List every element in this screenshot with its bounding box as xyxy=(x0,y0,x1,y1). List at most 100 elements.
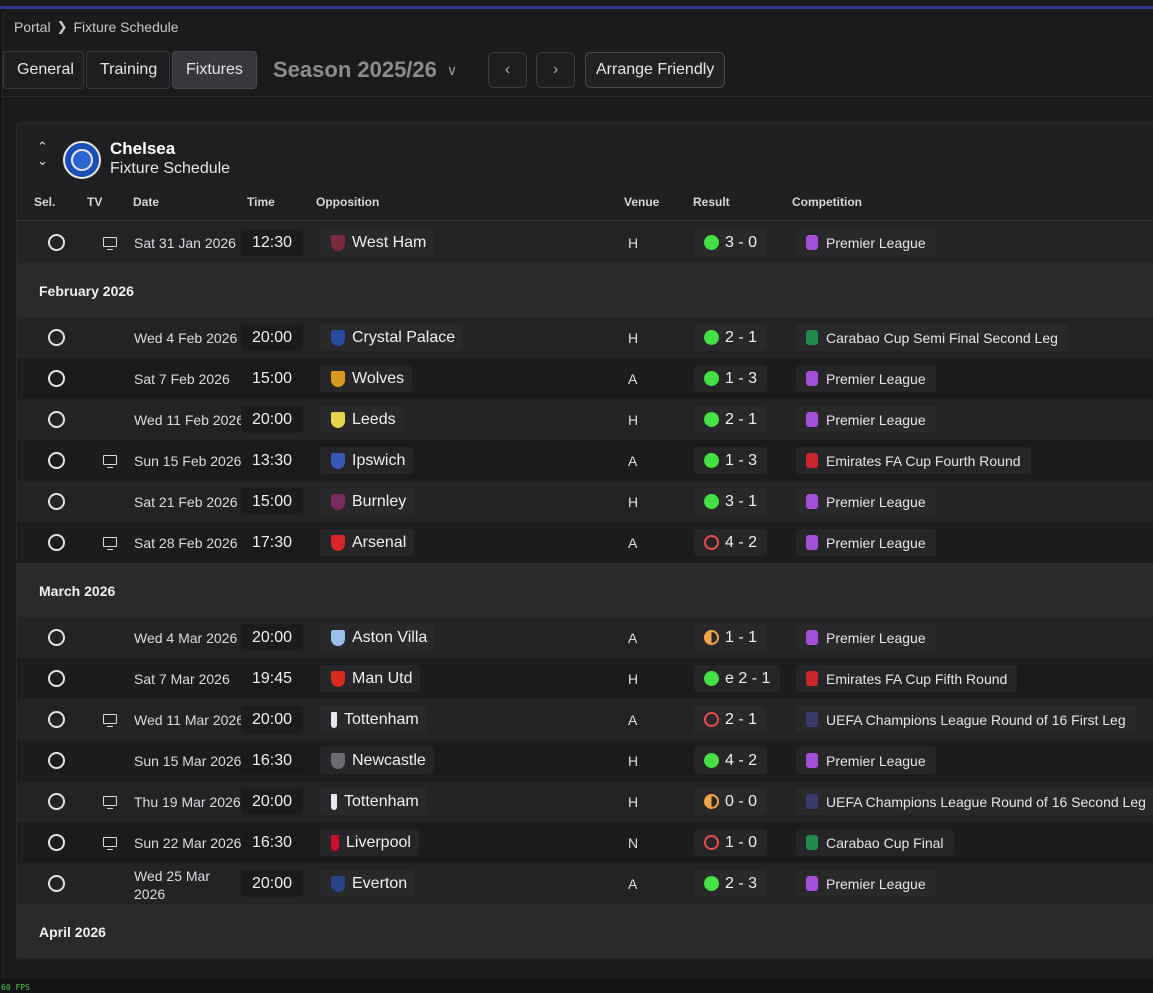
competition-link[interactable]: Premier League xyxy=(796,406,936,433)
header-sel[interactable]: Sel. xyxy=(34,195,56,209)
fixture-row[interactable]: Sat 31 Jan 2026 12:30 West Ham H 3 - 0 P… xyxy=(17,222,1153,263)
fixture-row[interactable]: Sat 7 Feb 2026 15:00 Wolves A 1 - 3 Prem… xyxy=(17,358,1153,399)
fixture-time: 13:30 xyxy=(241,447,304,474)
opposition-link[interactable]: Burnley xyxy=(320,488,415,515)
opposition-link[interactable]: Tottenham xyxy=(320,788,427,815)
select-radio[interactable] xyxy=(48,752,65,769)
opposition-name: Burnley xyxy=(352,492,407,510)
result-link[interactable]: e 2 - 1 xyxy=(694,665,781,692)
result-link[interactable]: 1 - 3 xyxy=(694,447,768,474)
fixture-row[interactable]: Sat 21 Feb 2026 15:00 Burnley H 3 - 1 Pr… xyxy=(17,481,1153,522)
tab-training[interactable]: Training xyxy=(86,51,170,89)
opposition-link[interactable]: West Ham xyxy=(320,229,435,256)
competition-link[interactable]: Premier League xyxy=(796,624,936,651)
header-competition[interactable]: Competition xyxy=(792,195,862,209)
opposition-link[interactable]: Aston Villa xyxy=(320,624,436,651)
result-link[interactable]: 1 - 1 xyxy=(694,624,768,651)
fixture-row[interactable]: Sun 15 Mar 2026 16:30 Newcastle H 4 - 2 … xyxy=(17,740,1153,781)
competition-link[interactable]: UEFA Champions League Round of 16 First … xyxy=(796,706,1136,733)
opposition-link[interactable]: Newcastle xyxy=(320,747,434,774)
result-score: 1 - 1 xyxy=(725,628,758,646)
competition-link[interactable]: Premier League xyxy=(796,365,936,392)
fixture-row[interactable]: Thu 19 Mar 2026 20:00 Tottenham H 0 - 0 … xyxy=(17,781,1153,822)
breadcrumb-portal-link[interactable]: Portal xyxy=(14,19,51,35)
competition-link[interactable]: Emirates FA Cup Fourth Round xyxy=(796,447,1031,474)
opposition-link[interactable]: Crystal Palace xyxy=(320,324,464,351)
competition-link[interactable]: Carabao Cup Semi Final Second Leg xyxy=(796,324,1068,351)
fixture-row[interactable]: Sat 7 Mar 2026 19:45 Man Utd H e 2 - 1 E… xyxy=(17,658,1153,699)
select-radio[interactable] xyxy=(48,411,65,428)
opposition-link[interactable]: Ipswich xyxy=(320,447,414,474)
result-link[interactable]: 1 - 3 xyxy=(694,365,768,392)
select-radio[interactable] xyxy=(48,793,65,810)
result-link[interactable]: 2 - 3 xyxy=(694,870,768,897)
competition-link[interactable]: Premier League xyxy=(796,747,936,774)
competition-link[interactable]: Premier League xyxy=(796,529,936,556)
competition-link[interactable]: Premier League xyxy=(796,229,936,256)
fixture-row[interactable]: Sat 28 Feb 2026 17:30 Arsenal A 4 - 2 Pr… xyxy=(17,522,1153,563)
season-selector[interactable]: Season 2025/26 ∨ xyxy=(273,57,457,83)
tab-general[interactable]: General xyxy=(3,51,84,89)
fixture-row[interactable]: Wed 11 Feb 2026 20:00 Leeds H 2 - 1 Prem… xyxy=(17,399,1153,440)
result-link[interactable]: 0 - 0 xyxy=(694,788,768,815)
select-radio[interactable] xyxy=(48,670,65,687)
fixture-row[interactable]: Sun 15 Feb 2026 13:30 Ipswich A 1 - 3 Em… xyxy=(17,440,1153,481)
tv-icon xyxy=(103,837,117,850)
competition-link[interactable]: Emirates FA Cup Fifth Round xyxy=(796,665,1018,692)
header-opposition[interactable]: Opposition xyxy=(316,195,380,209)
header-time[interactable]: Time xyxy=(247,195,275,209)
fixture-row[interactable]: Wed 4 Feb 2026 20:00 Crystal Palace H 2 … xyxy=(17,317,1153,358)
previous-season-button[interactable]: ‹ xyxy=(488,52,527,88)
opposition-name: Tottenham xyxy=(344,710,419,728)
fixture-row[interactable]: Wed 25 Mar 2026 20:00 Everton A 2 - 3 Pr… xyxy=(17,863,1153,904)
select-radio[interactable] xyxy=(48,234,65,251)
competition-link[interactable]: UEFA Champions League Round of 16 Second… xyxy=(796,788,1153,815)
result-score: 2 - 3 xyxy=(725,874,758,892)
collapse-toggle[interactable]: ⌃ ⌄ xyxy=(37,140,48,168)
select-radio[interactable] xyxy=(48,875,65,892)
club-crest-icon xyxy=(331,534,345,551)
header-tv[interactable]: TV xyxy=(87,195,103,209)
result-link[interactable]: 2 - 1 xyxy=(694,406,768,433)
result-score: 4 - 2 xyxy=(725,751,758,769)
result-link[interactable]: 1 - 0 xyxy=(694,829,768,856)
select-radio[interactable] xyxy=(48,452,65,469)
opposition-link[interactable]: Everton xyxy=(320,870,416,897)
opposition-link[interactable]: Arsenal xyxy=(320,529,415,556)
competition-link[interactable]: Premier League xyxy=(796,870,936,897)
fixture-row[interactable]: Wed 11 Mar 2026 20:00 Tottenham A 2 - 1 … xyxy=(17,699,1153,740)
header-date[interactable]: Date xyxy=(133,195,160,209)
result-link[interactable]: 2 - 1 xyxy=(694,324,768,351)
result-link[interactable]: 2 - 1 xyxy=(694,706,768,733)
competition-link[interactable]: Carabao Cup Final xyxy=(796,829,954,856)
fixture-row[interactable]: Wed 4 Mar 2026 20:00 Aston Villa A 1 - 1… xyxy=(17,617,1153,658)
opposition-link[interactable]: Leeds xyxy=(320,406,404,433)
result-link[interactable]: 4 - 2 xyxy=(694,529,768,556)
team-name[interactable]: Chelsea xyxy=(110,139,176,158)
competition-link[interactable]: Premier League xyxy=(796,488,936,515)
fixture-row[interactable]: Sun 22 Mar 2026 16:30 Liverpool N 1 - 0 … xyxy=(17,822,1153,863)
select-radio[interactable] xyxy=(48,629,65,646)
tab-fixtures[interactable]: Fixtures xyxy=(172,51,257,89)
next-season-button[interactable]: › xyxy=(536,52,575,88)
select-radio[interactable] xyxy=(48,493,65,510)
result-link[interactable]: 3 - 0 xyxy=(694,229,768,256)
opposition-link[interactable]: Liverpool xyxy=(320,829,419,856)
select-radio[interactable] xyxy=(48,370,65,387)
select-radio[interactable] xyxy=(48,329,65,346)
team-crest xyxy=(63,141,101,179)
opposition-name: Newcastle xyxy=(352,751,426,769)
header-venue[interactable]: Venue xyxy=(624,195,660,209)
select-radio[interactable] xyxy=(48,711,65,728)
month-label: April 2026 xyxy=(39,924,106,940)
club-crest-icon xyxy=(331,493,345,510)
header-result[interactable]: Result xyxy=(693,195,730,209)
opposition-link[interactable]: Wolves xyxy=(320,365,413,392)
result-link[interactable]: 4 - 2 xyxy=(694,747,768,774)
select-radio[interactable] xyxy=(48,834,65,851)
opposition-link[interactable]: Tottenham xyxy=(320,706,427,733)
select-radio[interactable] xyxy=(48,534,65,551)
arrange-friendly-button[interactable]: Arrange Friendly xyxy=(585,52,726,88)
opposition-link[interactable]: Man Utd xyxy=(320,665,421,692)
result-link[interactable]: 3 - 1 xyxy=(694,488,768,515)
